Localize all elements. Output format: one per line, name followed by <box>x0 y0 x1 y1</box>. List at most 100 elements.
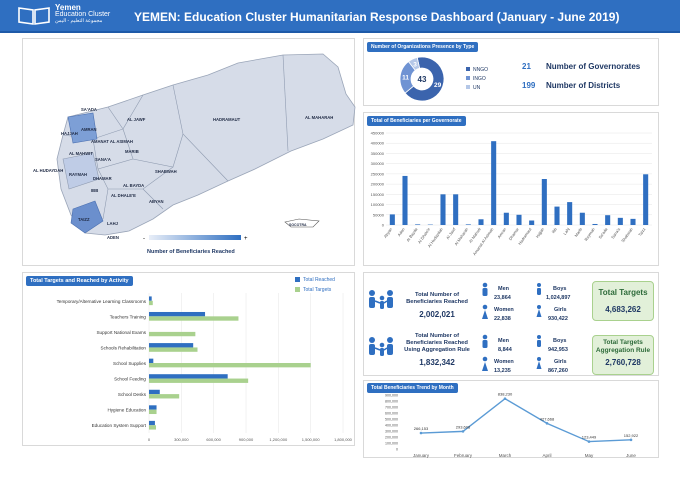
trend-point[interactable] <box>545 422 549 425</box>
month-label: March <box>499 453 512 458</box>
districts-label: Number of Districts <box>546 81 621 90</box>
bar-al-maharah[interactable] <box>465 224 471 225</box>
y-tick-label: 400,000 <box>385 423 398 427</box>
y-tick-label: 0 <box>396 447 398 451</box>
donut-slice-nngo[interactable] <box>404 56 445 102</box>
x-tick-label: Raymah <box>583 227 596 242</box>
reached-label-line1: Total Number of <box>415 292 459 298</box>
bar-target[interactable] <box>149 409 157 415</box>
bar-reached[interactable] <box>149 374 228 379</box>
bar-target[interactable] <box>149 316 239 321</box>
bar-target[interactable] <box>149 394 180 399</box>
x-tick-label: 1,500,000 <box>302 437 321 442</box>
month-label: April <box>542 453 551 458</box>
bar-raymah[interactable] <box>592 223 598 225</box>
bar-aden[interactable] <box>402 175 408 225</box>
trend-data-label: 293,608 <box>456 424 471 429</box>
x-tick-label: 0 <box>148 437 151 442</box>
orgs-panel: Number of Organizations Presence by Type… <box>363 38 659 106</box>
bar-al-mahwit[interactable] <box>478 219 484 225</box>
bar-sa-ada[interactable] <box>605 215 611 225</box>
map-label: RAYMAH <box>69 172 87 177</box>
man-icon <box>482 282 488 296</box>
y-tick-label: 100,000 <box>385 441 398 445</box>
x-tick-label: Abyan <box>383 227 394 239</box>
legend-minus: - <box>143 236 145 242</box>
bar-dhamar[interactable] <box>516 214 522 225</box>
bar-al-bayda[interactable] <box>415 224 421 225</box>
bar-shabwah[interactable] <box>630 218 636 225</box>
trend-point[interactable] <box>629 438 633 442</box>
reached-men: 23,864 <box>494 295 512 301</box>
trend-data-label: 152,922 <box>624 433 639 438</box>
targets-agg-label: Total Targets Aggregation Rule <box>595 339 651 354</box>
hajjah-region[interactable] <box>67 112 98 144</box>
bar-target[interactable] <box>149 363 311 368</box>
activity-label: Schools Rehabilitation <box>101 345 147 350</box>
x-tick-label: Sana'a <box>610 226 622 240</box>
donut-slice-un[interactable] <box>407 57 421 71</box>
women-label: Women <box>494 307 514 313</box>
donut-label: 11 <box>402 75 409 82</box>
x-tick-label: Hajjah <box>535 227 546 239</box>
bar-target[interactable] <box>149 331 196 337</box>
bar-lahj[interactable] <box>567 202 573 225</box>
bar-hadramaut[interactable] <box>529 220 535 225</box>
y-tick-label: 250000 <box>371 171 385 176</box>
bar-target[interactable] <box>149 347 198 352</box>
bar-al-jawf[interactable] <box>453 194 459 225</box>
y-tick-label: 350000 <box>371 151 385 156</box>
legend-targets-label: Total Targets <box>303 287 332 293</box>
legend-swatch-un <box>466 85 470 89</box>
y-tick-label: 500,000 <box>385 417 398 421</box>
bar-reached[interactable] <box>149 420 155 426</box>
map-label: SOCOTRA <box>289 223 307 227</box>
bar-sana-a[interactable] <box>617 217 623 225</box>
summary-panel: Total Number of Beneficiaries Reached 2,… <box>363 272 659 376</box>
trend-point[interactable] <box>461 430 465 433</box>
x-tick-label: 1,800,000 <box>334 437 353 442</box>
girl-icon <box>536 305 542 317</box>
legend-ingo: INGO <box>473 76 486 82</box>
y-tick-label: 300,000 <box>385 429 398 433</box>
x-tick-label: Ibb <box>551 226 559 234</box>
trend-point[interactable] <box>419 431 423 435</box>
men-label: Men <box>498 286 510 292</box>
bar-ibb[interactable] <box>554 206 560 225</box>
trend-point[interactable] <box>503 397 507 401</box>
bar-target[interactable] <box>149 378 249 383</box>
map-label: AL BAYDA <box>123 183 144 188</box>
hudaydah-region[interactable] <box>62 152 100 190</box>
bar-reached[interactable] <box>149 389 160 395</box>
bar-reached[interactable] <box>149 343 194 348</box>
bar-amanat-al-asimah[interactable] <box>491 141 497 225</box>
bar-amran[interactable] <box>503 212 509 225</box>
reached-women: 22,838 <box>494 316 511 322</box>
x-tick-label: Shabwah <box>620 227 634 244</box>
bar-taizz[interactable] <box>643 174 649 225</box>
yemen-outline <box>56 53 356 236</box>
taizz-region[interactable] <box>70 200 104 234</box>
trend-panel: Total Beneficiaries Trend by Month 0 100,… <box>363 380 659 458</box>
bar-target[interactable] <box>149 300 153 306</box>
logo-line3: مجموعة التعليم - اليمن <box>55 18 103 24</box>
x-tick-label: Aden <box>396 227 405 238</box>
map-panel: SA'ADA AL JAWF HADRAMAUT AL MAHARAH HAJJ… <box>22 38 356 266</box>
bar-reached[interactable] <box>149 296 152 301</box>
bar-reached[interactable] <box>149 358 154 363</box>
bar-al-hudaydah[interactable] <box>440 194 446 225</box>
bar-target[interactable] <box>149 425 157 430</box>
map-label: AL MAHARAH <box>305 115 333 120</box>
agg-men: 8,844 <box>498 347 513 353</box>
bar-abyan[interactable] <box>389 214 395 225</box>
bar-reached[interactable] <box>149 311 206 317</box>
bar-marib[interactable] <box>579 212 585 225</box>
legend-gradient <box>149 235 241 240</box>
boy-icon <box>537 335 541 347</box>
agg-women: 13,235 <box>494 368 511 374</box>
activity-panel: Total Targets and Reached by Activity To… <box>22 272 355 446</box>
trend-point[interactable] <box>587 440 591 443</box>
bar-reached[interactable] <box>149 405 157 410</box>
bar-hajjah[interactable] <box>541 179 547 225</box>
y-tick-label: 200000 <box>371 182 385 187</box>
